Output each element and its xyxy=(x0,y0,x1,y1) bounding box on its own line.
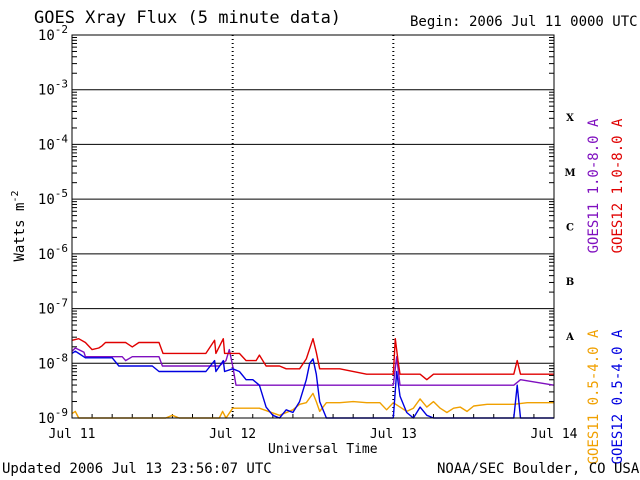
y-tick-label-5: 10-4 xyxy=(38,132,68,153)
flare-class-label-0: A xyxy=(565,332,574,343)
y-tick-label-6: 10-3 xyxy=(38,78,68,99)
x-tick-label-0: Jul 11 xyxy=(49,427,96,442)
y-tick-label-1: 10-8 xyxy=(38,351,68,372)
legend: GOES11 1.0-8.0 A GOES12 1.0-8.0 A GOES11 0… xyxy=(586,118,626,464)
flare-class-labels: A B C M X xyxy=(564,113,575,343)
legend-entry-1: GOES12 1.0-8.0 A xyxy=(610,118,626,253)
y-tick-labels: 10-9 10-8 10-7 10-6 10-5 10-4 10-3 10-2 xyxy=(38,23,68,427)
x-axis-title: Universal Time xyxy=(268,442,378,457)
flare-class-label-3: M xyxy=(564,168,575,179)
series-line-1 xyxy=(71,338,554,381)
y-tick-label-3: 10-6 xyxy=(38,242,68,263)
x-tick-label-2: Jul 13 xyxy=(370,427,417,442)
y-tick-label-4: 10-5 xyxy=(38,187,68,208)
x-tick-label-1: Jul 12 xyxy=(209,427,256,442)
y-tick-label-2: 10-7 xyxy=(38,297,68,318)
series-line-2 xyxy=(71,392,554,419)
legend-entry-3: GOES12 0.5-4.0 A xyxy=(610,329,626,464)
plot-frame xyxy=(71,34,555,419)
series-layer xyxy=(71,338,555,419)
flare-class-label-2: C xyxy=(566,223,574,234)
legend-entry-2: GOES11 0.5-4.0 A xyxy=(586,329,602,464)
y-tick-label-0: 10-9 xyxy=(38,406,68,427)
legend-entry-0: GOES11 1.0-8.0 A xyxy=(586,118,602,253)
credit-label: NOAA/SEC Boulder, CO USA xyxy=(437,461,640,477)
series-line-0 xyxy=(71,347,555,386)
flare-class-label-1: B xyxy=(566,277,574,288)
begin-date-label: Begin: 2006 Jul 11 0000 UTC xyxy=(410,14,638,30)
chart-title: GOES Xray Flux (5 minute data) xyxy=(34,8,342,28)
x-tick-label-3: Jul 14 xyxy=(531,427,578,442)
x-tick-labels: Jul 11 Jul 12 Jul 13 Jul 14 xyxy=(49,427,578,442)
updated-timestamp: Updated 2006 Jul 13 23:56:07 UTC xyxy=(2,461,272,477)
flare-class-label-4: X xyxy=(566,113,574,124)
y-axis-title: Watts m-2 xyxy=(10,190,28,261)
y-tick-label-7: 10-2 xyxy=(38,23,68,44)
